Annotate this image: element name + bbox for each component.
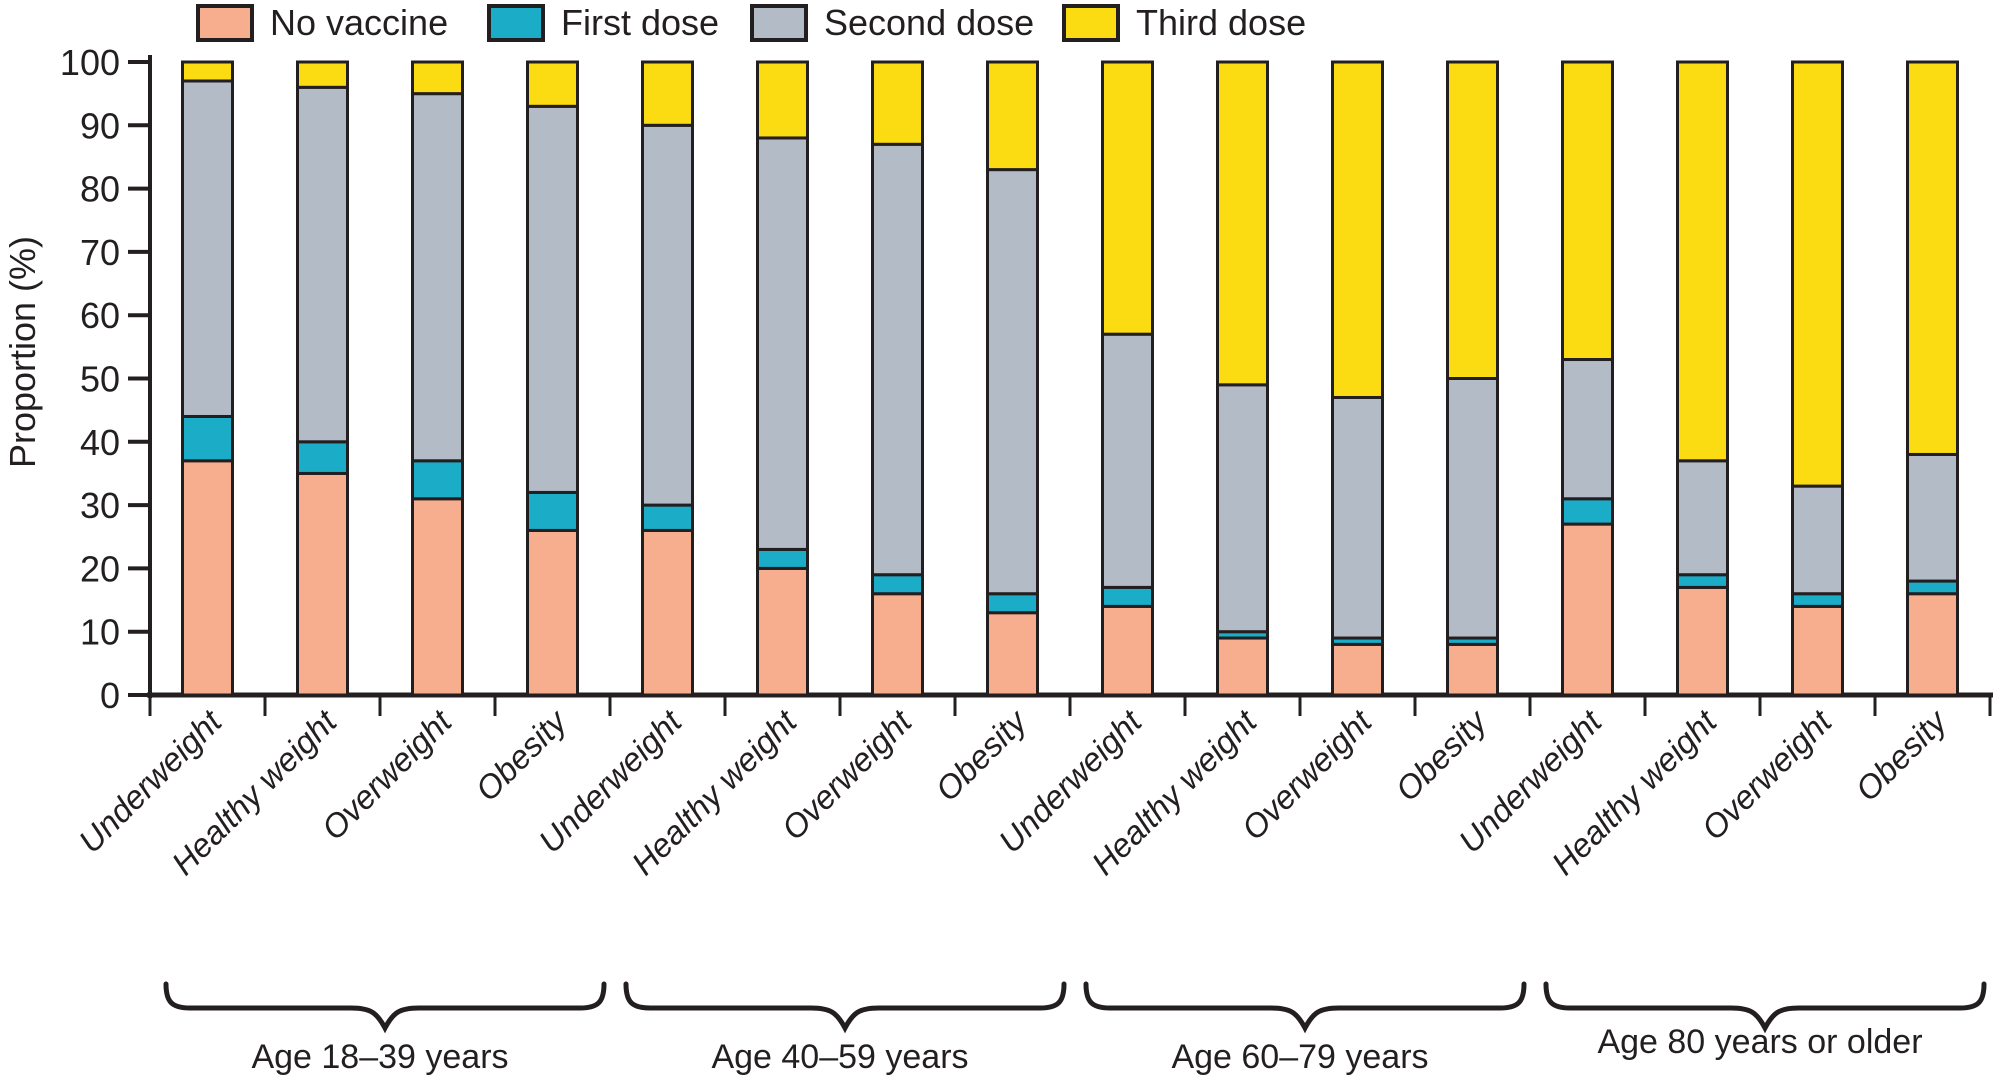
- bar-segment-second-dose: [296, 85, 349, 444]
- bar-segment-second-dose: [1331, 395, 1384, 640]
- y-tick-label: 10: [80, 612, 120, 653]
- bar-segment-second-dose: [1101, 332, 1154, 589]
- y-tick-label: 20: [80, 548, 120, 589]
- bar-segment-second-dose: [986, 168, 1039, 596]
- bar-segment-no-vaccine: [986, 611, 1039, 697]
- bar-segment-third-dose: [641, 60, 694, 127]
- bar-segment-first-dose: [181, 414, 234, 463]
- legend: No vaccine First dose Second dose Third …: [0, 0, 2000, 50]
- x-category-label: Obesity: [928, 701, 1035, 808]
- bar-segment-third-dose: [871, 60, 924, 146]
- legend-item-second-dose: Second dose: [750, 2, 1034, 44]
- bar-segment-no-vaccine: [1791, 604, 1844, 697]
- bar-segment-third-dose: [1101, 60, 1154, 336]
- bar-segment-no-vaccine: [296, 471, 349, 697]
- group-brace: [163, 981, 607, 1034]
- bar-segment-no-vaccine: [411, 497, 464, 697]
- bar-segment-first-dose: [641, 503, 694, 532]
- bar-segment-first-dose: [1101, 585, 1154, 608]
- bar-segment-second-dose: [1906, 452, 1959, 583]
- bar-segment-first-dose: [1906, 579, 1959, 596]
- legend-label: Second dose: [824, 2, 1035, 43]
- third-dose-swatch-icon: [1062, 4, 1120, 42]
- bar-segment-third-dose: [986, 60, 1039, 172]
- bar-segment-no-vaccine: [181, 459, 234, 697]
- age-group-label-4: Age 80 years or older: [1597, 1023, 1923, 1061]
- y-tick-label: 70: [80, 232, 120, 273]
- bar-segment-third-dose: [296, 60, 349, 89]
- bar-segment-third-dose: [1676, 60, 1729, 463]
- bar-segment-third-dose: [411, 60, 464, 96]
- bar-segment-third-dose: [181, 60, 234, 83]
- bar-segment-no-vaccine: [1331, 642, 1384, 697]
- bar-segment-second-dose: [181, 79, 234, 418]
- bar-segment-third-dose: [1446, 60, 1499, 380]
- first-dose-swatch-icon: [487, 4, 545, 42]
- bar-segment-no-vaccine: [641, 528, 694, 697]
- group-brace: [623, 981, 1067, 1034]
- bar-segment-second-dose: [1676, 459, 1729, 577]
- bar-segment-no-vaccine: [1101, 604, 1154, 697]
- y-tick-label: 40: [80, 422, 120, 463]
- bar-segment-first-dose: [296, 440, 349, 475]
- bar-segment-third-dose: [1561, 60, 1614, 362]
- bar-segment-no-vaccine: [756, 566, 809, 697]
- bar-segment-first-dose: [871, 573, 924, 596]
- bar-segment-second-dose: [1791, 484, 1844, 596]
- bar-segment-first-dose: [986, 592, 1039, 615]
- bar-segment-first-dose: [1676, 573, 1729, 589]
- group-brace: [1543, 981, 1987, 1034]
- age-group-label-2: Age 40–59 years: [711, 1038, 969, 1076]
- y-tick-label: 90: [80, 105, 120, 146]
- bar-segment-third-dose: [1331, 60, 1384, 399]
- legend-item-first-dose: First dose: [487, 2, 719, 44]
- y-tick-label: 100: [60, 42, 120, 83]
- bar-segment-first-dose: [526, 490, 579, 532]
- bar-segment-second-dose: [756, 136, 809, 551]
- bar-segment-first-dose: [1791, 592, 1844, 608]
- bar-segment-second-dose: [1561, 358, 1614, 501]
- y-tick-label: 30: [80, 485, 120, 526]
- bar-segment-third-dose: [1906, 60, 1959, 456]
- bar-segment-no-vaccine: [526, 528, 579, 697]
- bar-segment-third-dose: [1216, 60, 1269, 387]
- bar-segment-third-dose: [1791, 60, 1844, 488]
- y-tick-label: 0: [100, 675, 120, 716]
- bar-segment-second-dose: [641, 123, 694, 507]
- x-category-label: Obesity: [1848, 701, 1955, 808]
- x-category-label: Obesity: [468, 701, 575, 808]
- y-tick-label: 80: [80, 169, 120, 210]
- bar-segment-first-dose: [411, 459, 464, 501]
- y-tick-label: 50: [80, 359, 120, 400]
- x-category-label: Obesity: [1388, 701, 1495, 808]
- bar-segment-no-vaccine: [1561, 522, 1614, 697]
- legend-label: First dose: [561, 2, 720, 43]
- bar-segment-no-vaccine: [1216, 636, 1269, 697]
- legend-label: Third dose: [1136, 2, 1307, 43]
- bar-segment-first-dose: [756, 547, 809, 570]
- bar-segment-second-dose: [1216, 383, 1269, 634]
- age-group-label-1: Age 18–39 years: [251, 1038, 509, 1076]
- age-group-label-3: Age 60–79 years: [1171, 1038, 1429, 1076]
- legend-label: No vaccine: [270, 2, 449, 43]
- second-dose-swatch-icon: [750, 4, 808, 42]
- no-vaccine-swatch-icon: [196, 4, 254, 42]
- bar-segment-no-vaccine: [1906, 592, 1959, 697]
- bar-segment-no-vaccine: [1676, 585, 1729, 697]
- bar-segment-second-dose: [871, 142, 924, 577]
- bar-segment-second-dose: [526, 104, 579, 494]
- legend-item-third-dose: Third dose: [1062, 2, 1306, 44]
- bar-segment-third-dose: [756, 60, 809, 140]
- bar-segment-no-vaccine: [871, 592, 924, 697]
- bar-segment-no-vaccine: [1446, 642, 1499, 697]
- group-brace: [1083, 981, 1527, 1034]
- bar-segment-second-dose: [1446, 377, 1499, 640]
- y-tick-label: 60: [80, 295, 120, 336]
- bar-segment-first-dose: [1561, 497, 1614, 526]
- legend-item-no-vaccine: No vaccine: [196, 2, 448, 44]
- bar-segment-third-dose: [526, 60, 579, 108]
- bar-segment-second-dose: [411, 92, 464, 463]
